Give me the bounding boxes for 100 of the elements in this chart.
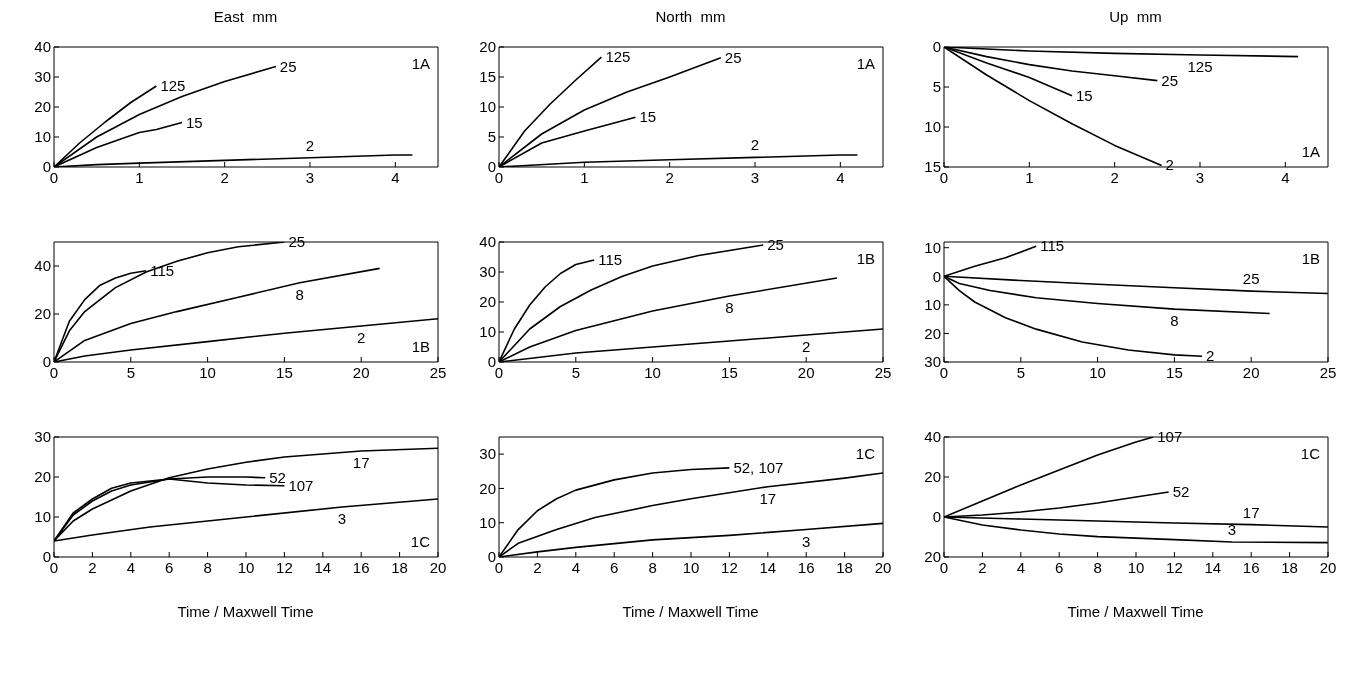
y-tick-label: 30 — [34, 68, 51, 86]
x-tick-label: 4 — [1016, 558, 1025, 576]
x-tick-label: 18 — [836, 558, 853, 576]
x-tick-label: 12 — [276, 558, 293, 576]
x-tick-label: 20 — [1319, 558, 1337, 576]
y-tick-label: 0 — [932, 508, 941, 526]
annotation: 1A — [411, 55, 430, 73]
x-tick-label: 10 — [1089, 363, 1106, 381]
x-tick-label: 14 — [314, 558, 332, 576]
y-tick-label: 10 — [924, 239, 941, 257]
series-label: 2 — [1206, 347, 1215, 365]
series-label: 15 — [186, 113, 203, 131]
x-tick-label: 25 — [1319, 363, 1337, 381]
y-tick-label: 30 — [479, 263, 496, 281]
annotation: 1B — [856, 250, 875, 268]
y-tick-label: 20 — [34, 468, 51, 486]
x-tick-label: 1 — [1025, 168, 1034, 186]
x-tick-label: 2 — [665, 168, 674, 186]
x-tick-label: 6 — [610, 558, 619, 576]
x-tick-label: 4 — [391, 168, 400, 186]
x-tick-label: 1 — [135, 168, 144, 186]
x-tick-label: 8 — [203, 558, 212, 576]
x-tick-label: 10 — [199, 363, 216, 381]
x-tick-label: 8 — [648, 558, 657, 576]
y-tick-label: 20 — [479, 293, 496, 311]
series-label: 3 — [802, 532, 811, 550]
series-label: 25 — [724, 48, 742, 66]
series-label: 107 — [1157, 428, 1183, 445]
series-label: 125 — [605, 48, 631, 66]
series-label: 8 — [725, 299, 734, 316]
x-tick-label: 8 — [1093, 558, 1102, 576]
x-tick-label: 15 — [276, 363, 293, 381]
series-label: 2 — [802, 338, 811, 355]
x-tick-label: 15 — [1166, 363, 1183, 381]
x-tick-label: 20 — [1242, 363, 1260, 381]
y-tick-label: 40 — [34, 38, 51, 56]
annotation: 1C — [1300, 445, 1320, 463]
series-label: 52, 107 — [733, 458, 784, 476]
x-tick-label: 5 — [571, 363, 580, 381]
x-tick-label: 6 — [165, 558, 174, 576]
x-tick-label: 20 — [429, 558, 447, 576]
x-tick-label: 2 — [533, 558, 542, 576]
series-label: 107 — [288, 476, 314, 494]
x-tick-label: 12 — [721, 558, 738, 576]
y-tick-label: 20 — [924, 324, 941, 342]
y-tick-label: 40 — [34, 257, 51, 275]
y-tick-label: 20 — [479, 38, 496, 56]
x-tick-label: 2 — [978, 558, 987, 576]
series-label: 25 — [279, 57, 297, 75]
x-tick-label: 10 — [1127, 558, 1145, 576]
x-tick-label: 3 — [750, 168, 760, 186]
y-tick-label: 20 — [479, 479, 496, 497]
series-label: 17 — [759, 489, 777, 507]
x-tick-label: 15 — [721, 363, 738, 381]
x-tick-label: 20 — [797, 363, 815, 381]
series-label: 52 — [1172, 483, 1190, 500]
x-tick-label: 4 — [571, 558, 580, 576]
x-tick-label: 5 — [1016, 363, 1025, 381]
series-label: 25 — [288, 233, 306, 250]
x-tick-label: 10 — [644, 363, 661, 381]
y-tick-label: 5 — [932, 78, 941, 96]
x-tick-label: 16 — [797, 558, 815, 576]
series-label: 25 — [1242, 270, 1260, 288]
series-label: 52 — [269, 468, 286, 486]
series-label: 8 — [295, 285, 304, 303]
x-tick-label: 12 — [1166, 558, 1183, 576]
y-tick-label: 10 — [479, 98, 496, 116]
series-label: 15 — [639, 108, 657, 126]
y-tick-label: 10 — [924, 296, 941, 314]
x-axis-title: Time / Maxwell Time — [621, 603, 760, 620]
series-label: 115 — [598, 251, 623, 268]
series-label: 25 — [1161, 71, 1179, 89]
y-tick-label: 40 — [924, 428, 941, 446]
y-tick-label: 20 — [34, 98, 51, 116]
y-tick-label: 10 — [924, 118, 941, 136]
x-tick-label: 3 — [305, 168, 315, 186]
series-label: 3 — [1227, 521, 1237, 538]
y-tick-label: 40 — [479, 233, 496, 251]
x-tick-label: 16 — [1242, 558, 1260, 576]
series-label: 115 — [150, 261, 175, 279]
series-label: 125 — [1187, 58, 1213, 75]
x-tick-label: 18 — [391, 558, 408, 576]
y-tick-label: 30 — [34, 428, 51, 446]
annotation: 1C — [410, 532, 430, 551]
annotation: 1B — [1301, 250, 1320, 268]
x-tick-label: 2 — [88, 558, 97, 576]
series-label: 8 — [1170, 312, 1179, 330]
series-label: 115 — [1040, 237, 1065, 255]
y-tick-label: 5 — [487, 128, 496, 146]
x-tick-label: 4 — [836, 168, 845, 186]
y-tick-label: 10 — [479, 514, 496, 532]
series-label: 17 — [1242, 503, 1260, 521]
series-label: 2 — [750, 136, 760, 154]
x-tick-label: 20 — [352, 363, 370, 381]
x-tick-label: 20 — [874, 558, 892, 576]
x-tick-label: 25 — [874, 363, 892, 381]
y-tick-label: 10 — [479, 323, 496, 341]
x-tick-label: 4 — [1281, 168, 1290, 186]
x-axis-title: Time / Maxwell Time — [1066, 603, 1205, 620]
series-label: 3 — [337, 510, 347, 527]
